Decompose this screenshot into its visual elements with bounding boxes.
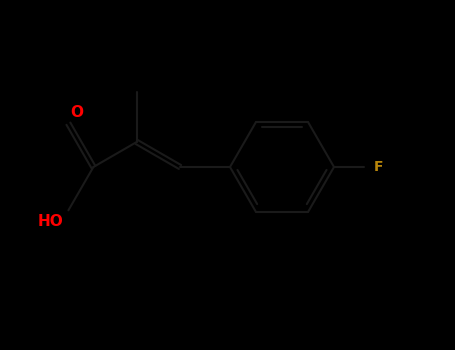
Text: HO: HO: [38, 214, 63, 229]
Text: O: O: [71, 105, 83, 120]
Text: F: F: [374, 160, 384, 174]
